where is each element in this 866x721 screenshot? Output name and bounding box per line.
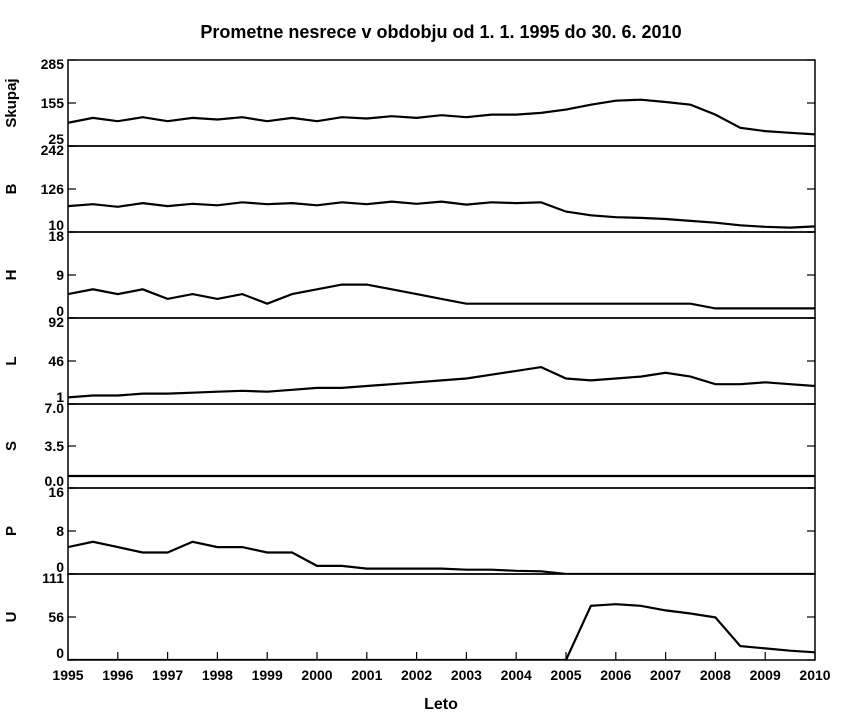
panel-label-b: B [3, 183, 20, 194]
series-line-l [68, 365, 815, 399]
y-tick-label-skupaj: 25 [48, 131, 64, 147]
panel-label-h: H [3, 270, 20, 281]
chart-title: Prometne nesrece v obdobju od 1. 1. 1995… [200, 22, 681, 42]
y-tick-label-skupaj: 155 [41, 95, 65, 111]
panel-frame-u [67, 573, 816, 661]
x-tick-label: 2001 [351, 667, 382, 683]
x-tick-label: 2006 [600, 667, 631, 683]
x-tick-label: 1998 [202, 667, 233, 683]
y-tick-label-skupaj: 285 [41, 56, 65, 72]
y-tick-label-b: 242 [41, 142, 65, 158]
x-tick-label: 1996 [102, 667, 133, 683]
y-tick-label-u: 111 [42, 570, 64, 586]
panel-label-skupaj: Skupaj [3, 78, 20, 127]
series-line-h [68, 283, 815, 310]
panel-skupaj: 285 155 25 Skupaj [3, 56, 816, 147]
x-tick-label: 1999 [252, 667, 283, 683]
y-tick-label-s: 0.0 [45, 473, 65, 489]
panel-label-s: S [3, 441, 20, 451]
y-tick-label-h: 9 [56, 267, 64, 283]
x-axis-label: Leto [424, 696, 458, 713]
y-tick-label-u: 0 [56, 645, 64, 661]
y-tick-label-h: 18 [48, 228, 64, 244]
series-line-b [68, 200, 815, 229]
panel-frame-p [67, 487, 816, 575]
y-tick-label-p: 16 [48, 484, 64, 500]
x-tick-label: 2009 [750, 667, 781, 683]
y-tick-label-l: 1 [56, 389, 64, 405]
x-tick-label: 2003 [451, 667, 482, 683]
y-tick-label-s: 3.5 [45, 438, 65, 454]
panel-s: 7.0 3.5 0.0 S [3, 400, 816, 489]
x-tick-label: 1997 [152, 667, 183, 683]
y-tick-label-l: 92 [48, 314, 64, 330]
y-tick-label-b: 10 [48, 217, 64, 233]
x-tick-label: 2010 [799, 667, 830, 683]
y-tick-label-h: 0 [56, 303, 64, 319]
series-line-u [68, 603, 815, 660]
panel-u: 111 56 0 U [3, 570, 816, 661]
panel-l: 92 46 1 L [3, 314, 816, 405]
panel-label-u: U [3, 612, 20, 623]
x-tick-label: 2007 [650, 667, 681, 683]
y-tick-label-p: 8 [56, 523, 64, 539]
series-line-skupaj [68, 98, 815, 136]
x-tick-label: 2002 [401, 667, 432, 683]
panel-label-p: P [3, 526, 20, 536]
x-tick-label: 2004 [501, 667, 532, 683]
y-tick-label-p: 0 [56, 559, 64, 575]
series-line-p [68, 540, 815, 574]
y-tick-label-l: 46 [48, 353, 64, 369]
x-axis: 1995 1996 1997 1998 1999 2000 2001 2002 2003 2004… [52, 652, 831, 683]
x-tick-label: 2000 [301, 667, 332, 683]
panel-frame-b [67, 145, 816, 233]
panel-frame-l [67, 317, 816, 405]
y-tick-label-s: 7.0 [45, 400, 65, 416]
x-tick-label: 2008 [700, 667, 731, 683]
panel-h: 18 9 0 H [3, 228, 816, 319]
panels: 285 155 25 Skupaj 242 126 10 B 18 9 0 H 92 46 1 L 7.0 3.5… [3, 56, 816, 661]
y-tick-label-u: 56 [48, 609, 64, 625]
panel-b: 242 126 10 B [3, 142, 816, 233]
x-tick-label: 1995 [52, 667, 83, 683]
panel-frame-skupaj [67, 59, 816, 147]
panel-p: 16 8 0 P [3, 484, 816, 575]
x-tick-label: 2005 [550, 667, 581, 683]
panel-label-l: L [3, 356, 20, 365]
y-tick-label-b: 126 [41, 181, 65, 197]
